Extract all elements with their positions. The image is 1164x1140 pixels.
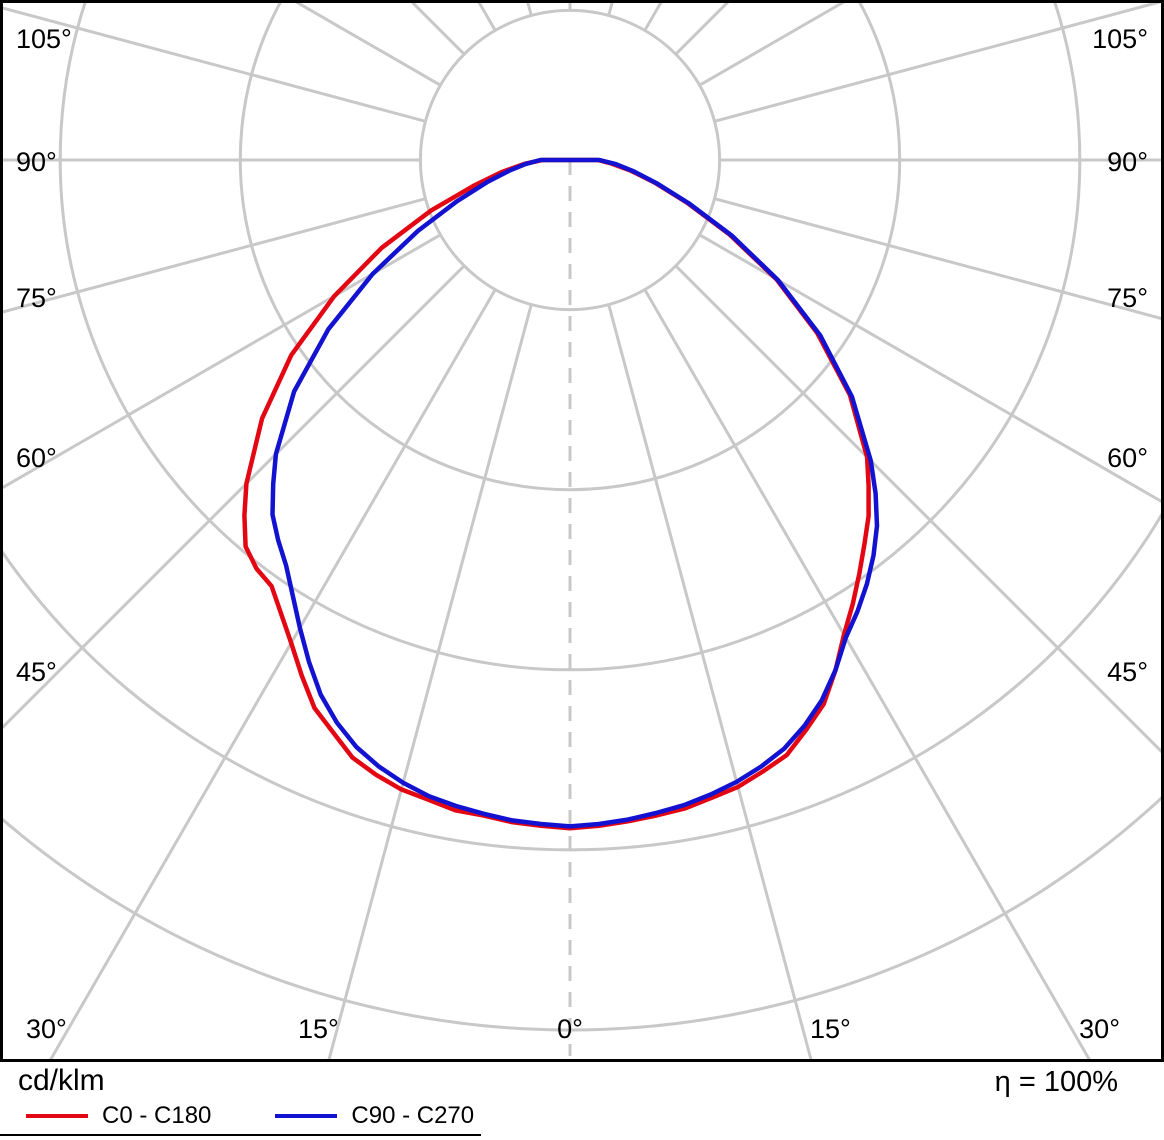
grid-radial-line (698, 233, 1164, 505)
angle-label: 15° (810, 1014, 851, 1044)
legend-swatch-c0-c180 (26, 1114, 88, 1118)
grid-radial-line (714, 197, 1164, 321)
angle-label: 90° (1107, 147, 1148, 177)
grid-radial-line (0, 233, 442, 491)
grid-radial-line (326, 304, 533, 1062)
curve-c0-c180 (242, 157, 871, 831)
angle-label: 30° (26, 1014, 67, 1044)
legend-swatch-c90-c270 (275, 1114, 338, 1118)
grid-ring (58, 0, 1082, 672)
angle-label: 30° (1079, 1014, 1120, 1044)
angle-label: 0° (557, 1014, 583, 1044)
grid-radial-line (0, 5, 426, 123)
grid-radial-line (607, 304, 814, 1062)
curve-c90-c270 (270, 157, 880, 829)
legend-underline (0, 1134, 481, 1136)
angle-label: 75° (16, 283, 57, 313)
grid-radial-line (643, 0, 665, 32)
light-output-ratio-value: η = 100% (994, 1066, 1118, 1098)
legend-item-c0-c180: C0 - C180 (26, 1102, 211, 1130)
grid-radial-line (674, 0, 733, 56)
grid-radial-line (714, 0, 1164, 123)
grid-radial-line (674, 264, 1164, 757)
legend-label-c90-c270: C90 - C270 (351, 1102, 475, 1129)
angle-label: 15° (298, 1014, 339, 1044)
legend-item-c90-c270: C90 - C270 (275, 1102, 474, 1130)
polar-intensity-chart: 0° 15° 15° 30° 30° 45° 45° 60° 60° 75° 75° 90° 90° 10… (0, 0, 1164, 1062)
angle-label: 60° (1107, 443, 1148, 473)
grid-radial-line (0, 264, 466, 733)
angle-label: 45° (16, 657, 57, 687)
grid-ring (0, 507, 1164, 852)
angle-label: 45° (1107, 657, 1148, 687)
grid-radial-line (47, 288, 497, 1062)
grid-radial-line (643, 288, 1093, 1062)
grid-radial-line (0, 197, 426, 315)
angle-label: 105° (1092, 24, 1148, 54)
angle-label: 105° (16, 24, 72, 54)
angle-label: 90° (16, 147, 57, 177)
angle-label: 75° (1107, 283, 1148, 313)
chart-frame-border (0, 0, 1164, 1062)
angle-label: 60° (16, 443, 57, 473)
grid-ring (0, 793, 1164, 1032)
legend-label-c0-c180: C0 - C180 (102, 1102, 212, 1129)
radial-unit-label: cd/klm (18, 1064, 105, 1097)
legend: C0 - C180 C90 - C270 (26, 1102, 474, 1130)
